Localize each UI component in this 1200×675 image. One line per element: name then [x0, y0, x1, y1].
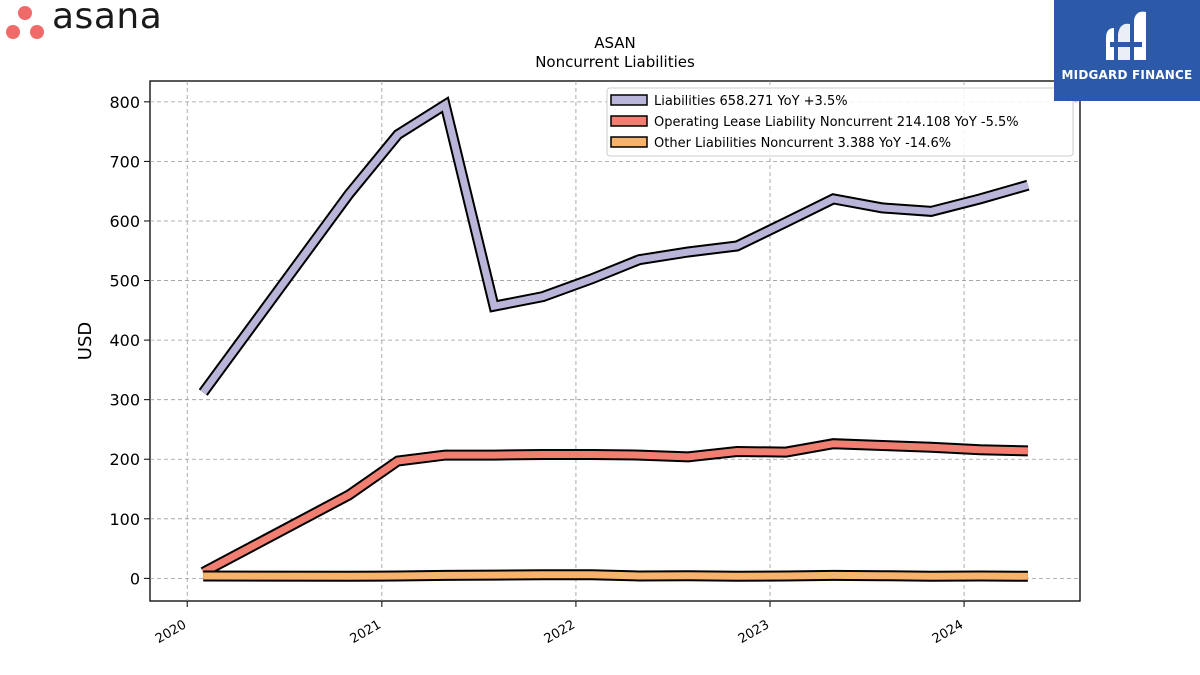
data-point [1027, 184, 1029, 186]
chart-title: ASAN [594, 34, 636, 52]
data-point [930, 575, 932, 577]
y-tick-label: 600 [109, 212, 140, 231]
series-line-1 [201, 440, 1028, 576]
data-point [979, 575, 981, 577]
midgard-monogram-icon [1106, 11, 1146, 60]
x-axis: 2020 2021 2022 2023 2024 [153, 601, 966, 647]
data-point [202, 575, 204, 577]
chart-subtitle: Noncurrent Liabilities [535, 53, 695, 71]
legend-swatch-liabilities [610, 94, 648, 106]
data-point [202, 391, 204, 394]
data-point [591, 278, 593, 280]
y-tick-label: 800 [109, 93, 140, 112]
legend-box [606, 87, 1074, 157]
legend-swatch-operating-lease [610, 115, 648, 127]
x-tick-label: 2023 [736, 617, 772, 647]
y-axis: 0 100 200 300 400 500 600 700 800 [109, 93, 150, 588]
data-point [542, 296, 544, 298]
data-point [881, 444, 883, 447]
x-tick-label: 2024 [930, 617, 966, 647]
data-point [1027, 450, 1029, 452]
legend-swatch-other-liabilities [610, 136, 648, 148]
y-tick-label: 300 [109, 391, 140, 410]
data-point [591, 574, 593, 576]
x-tick-label: 2021 [348, 617, 384, 647]
data-point [785, 575, 787, 577]
data-point [638, 454, 640, 456]
data-point [881, 207, 883, 209]
legend-label-liabilities: Liabilities 658.271 YoY +3.5% [654, 94, 848, 109]
legend-label-other-liabilities: Other Liabilities Noncurrent 3.388 YoY -… [654, 136, 951, 151]
data-point [785, 221, 787, 223]
data-point [444, 574, 446, 576]
x-tick-label: 2020 [153, 617, 189, 647]
data-point [687, 575, 689, 577]
series-line-0 [200, 99, 1029, 395]
data-point [348, 494, 350, 496]
y-tick-label: 700 [109, 152, 140, 171]
y-tick-label: 400 [109, 331, 140, 350]
data-point [736, 575, 738, 577]
data-point [397, 134, 399, 136]
asana-dots-icon [4, 4, 46, 42]
data-point [832, 198, 834, 200]
data-point [493, 454, 495, 456]
data-point [832, 443, 834, 445]
data-point [444, 454, 446, 456]
legend-label-operating-lease: Operating Lease Liability Noncurrent 214… [654, 115, 1019, 130]
y-tick-label: 500 [109, 272, 140, 291]
data-point [832, 574, 834, 576]
legend: Liabilities 658.271 YoY +3.5% Operating … [606, 87, 1074, 157]
data-point [930, 446, 932, 448]
y-axis-label: USD [75, 322, 96, 360]
series-layer [198, 96, 1030, 582]
midgard-finance-logo: MIDGARD FINANCE [1054, 0, 1200, 101]
data-point [1027, 575, 1029, 577]
data-point [444, 104, 446, 106]
data-point [397, 575, 399, 577]
data-point [542, 453, 544, 456]
data-point [638, 575, 640, 577]
asana-logo: asana [4, 0, 194, 42]
asana-wordmark: asana [52, 0, 163, 37]
y-tick-label: 200 [109, 450, 140, 469]
publisher-name: MIDGARD FINANCE [1061, 68, 1193, 82]
data-point [493, 574, 495, 576]
data-point [348, 575, 350, 577]
data-point [591, 453, 593, 456]
data-point [542, 574, 544, 576]
data-point [979, 198, 981, 200]
data-point [979, 449, 981, 451]
data-point [687, 456, 689, 458]
data-point [397, 460, 399, 462]
data-point [736, 245, 738, 247]
y-tick-label: 0 [130, 569, 140, 588]
data-point [881, 575, 883, 577]
y-tick-label: 100 [109, 510, 140, 529]
data-point [687, 251, 689, 253]
data-point [930, 210, 932, 213]
series-line-2 [203, 571, 1028, 580]
data-point [785, 451, 787, 453]
data-point [638, 259, 640, 261]
data-point [348, 193, 350, 195]
data-point [493, 305, 495, 307]
x-tick-label: 2022 [542, 617, 578, 647]
data-point [736, 450, 738, 453]
